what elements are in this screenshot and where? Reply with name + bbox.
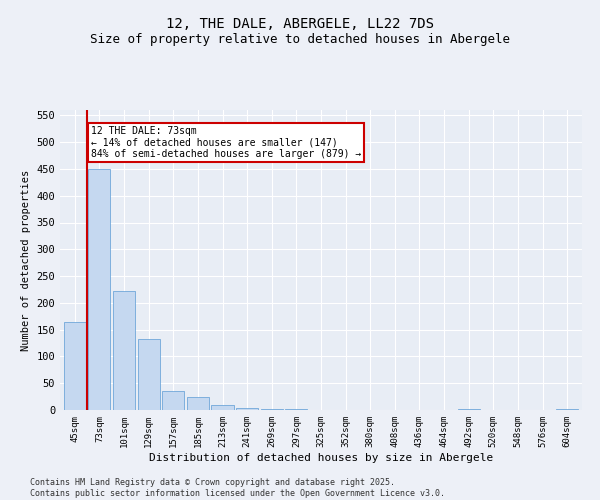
Bar: [236, 408, 258, 410]
Bar: [458, 409, 480, 410]
Bar: [88, 169, 110, 410]
Bar: [64, 322, 86, 410]
Bar: [137, 339, 160, 410]
Bar: [162, 390, 184, 410]
Bar: [113, 291, 135, 410]
Bar: [211, 405, 233, 410]
Y-axis label: Number of detached properties: Number of detached properties: [21, 170, 31, 350]
Bar: [187, 397, 209, 410]
Text: 12 THE DALE: 73sqm
← 14% of detached houses are smaller (147)
84% of semi-detach: 12 THE DALE: 73sqm ← 14% of detached hou…: [91, 126, 361, 160]
Text: 12, THE DALE, ABERGELE, LL22 7DS: 12, THE DALE, ABERGELE, LL22 7DS: [166, 18, 434, 32]
Text: Size of property relative to detached houses in Abergele: Size of property relative to detached ho…: [90, 32, 510, 46]
Bar: [556, 409, 578, 410]
X-axis label: Distribution of detached houses by size in Abergele: Distribution of detached houses by size …: [149, 452, 493, 462]
Text: Contains HM Land Registry data © Crown copyright and database right 2025.
Contai: Contains HM Land Registry data © Crown c…: [30, 478, 445, 498]
